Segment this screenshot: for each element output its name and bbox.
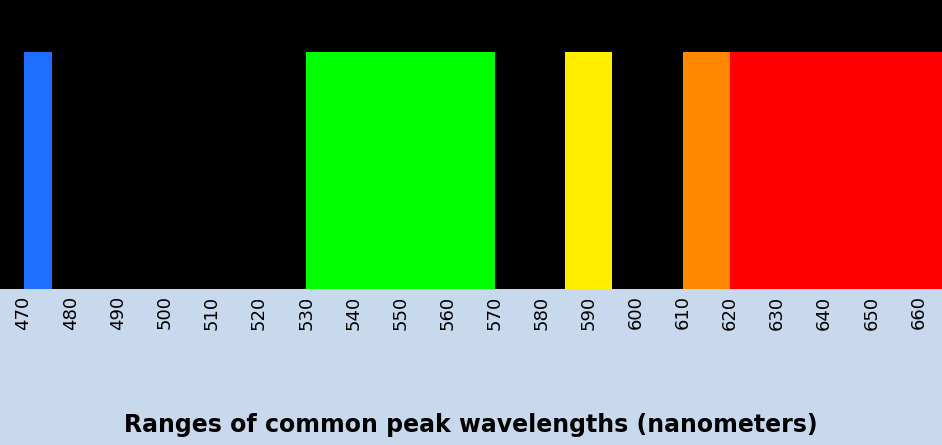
Text: 540: 540 bbox=[344, 295, 363, 330]
Text: 570: 570 bbox=[485, 295, 504, 330]
Text: 640: 640 bbox=[815, 295, 834, 330]
Bar bbox=[306, 52, 495, 289]
Bar bbox=[730, 52, 942, 289]
Text: 560: 560 bbox=[438, 295, 457, 330]
Text: 500: 500 bbox=[155, 295, 174, 329]
Text: 530: 530 bbox=[297, 295, 316, 330]
Text: 550: 550 bbox=[391, 295, 410, 330]
Text: 520: 520 bbox=[250, 295, 268, 330]
Text: Ranges of common peak wavelengths (nanometers): Ranges of common peak wavelengths (nanom… bbox=[124, 413, 818, 437]
Text: 630: 630 bbox=[768, 295, 787, 330]
Bar bbox=[565, 52, 612, 289]
Text: 660: 660 bbox=[909, 295, 928, 329]
Text: 620: 620 bbox=[721, 295, 739, 330]
Bar bbox=[683, 52, 730, 289]
Text: 480: 480 bbox=[61, 295, 80, 330]
Text: 650: 650 bbox=[862, 295, 881, 330]
Text: 510: 510 bbox=[203, 295, 221, 330]
Text: 610: 610 bbox=[674, 295, 692, 329]
Text: 580: 580 bbox=[532, 295, 551, 330]
Text: 600: 600 bbox=[626, 295, 645, 329]
Text: 490: 490 bbox=[108, 295, 127, 330]
Text: 470: 470 bbox=[14, 295, 33, 330]
Bar bbox=[24, 52, 52, 289]
Text: 590: 590 bbox=[579, 295, 598, 330]
